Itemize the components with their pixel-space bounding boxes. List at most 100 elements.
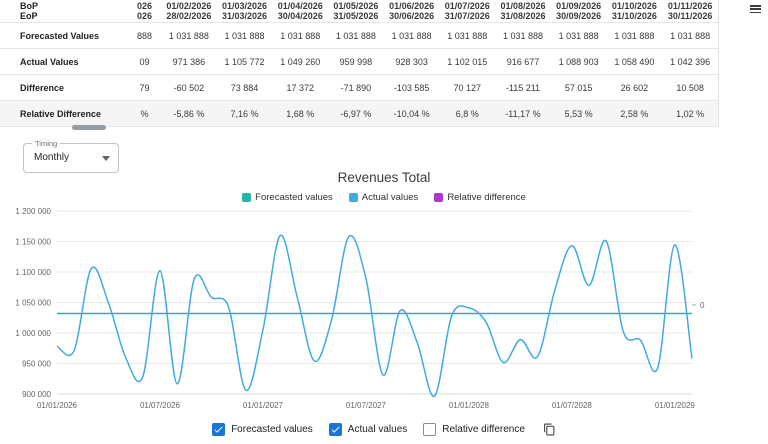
x-axis-label: 01/01/2027 xyxy=(243,401,284,410)
forecasted-value-cell: 1 031 888 xyxy=(272,22,329,49)
bop-date: 01/08/2026 xyxy=(500,1,546,11)
row-label-cell: Relative Difference xyxy=(0,100,128,127)
forecasted-value-cell: 1 031 888 xyxy=(550,22,607,49)
x-axis-label: 01/07/2026 xyxy=(140,401,181,410)
table-header-row: BoP EoP 026 026 01/02/2026 28/02/2026 01/03/20… xyxy=(0,0,718,23)
clipped-value-cell: 79 xyxy=(128,74,161,101)
timing-select[interactable]: Timing Monthly xyxy=(23,139,119,173)
actual-value-cell: 1 058 490 xyxy=(606,48,663,75)
relative-value-cell: 1,68 % xyxy=(272,100,329,127)
clipped-header-cell: 026 026 xyxy=(128,0,161,23)
eop-date: 31/03/2026 xyxy=(222,11,268,21)
difference-value-cell: 73 884 xyxy=(216,74,273,101)
legend-item-relative-difference[interactable]: Relative difference xyxy=(434,192,526,203)
forecast-table: BoP EoP 026 026 01/02/2026 28/02/2026 01/03/20… xyxy=(0,0,719,127)
toggle-label: Forecasted values xyxy=(231,424,313,435)
y-axis-label: 900 000 xyxy=(22,390,51,399)
relative-value-cell: -10,04 % xyxy=(383,100,440,127)
legend-label: Forecasted values xyxy=(255,192,333,203)
forecasted-value-cell: 1 031 888 xyxy=(662,22,718,49)
scrollbar-thumb[interactable] xyxy=(72,125,106,130)
forecast-table-grid: BoP EoP 026 026 01/02/2026 28/02/2026 01/03/20… xyxy=(0,0,718,127)
table-row-forecasted: Forecasted Values 888 1 031 888 1 031 888 1 … xyxy=(0,22,718,49)
eop-date: 30/09/2026 xyxy=(556,11,602,21)
copy-button[interactable] xyxy=(543,423,556,436)
row-label-cell: Actual Values xyxy=(0,48,128,75)
period-header-cell: 01/11/2026 30/11/2026 xyxy=(662,0,718,23)
relative-value-cell: 7,16 % xyxy=(216,100,273,127)
table-row-actual: Actual Values 09 971 386 1 105 772 1 049 260… xyxy=(0,48,718,75)
legend-swatch xyxy=(348,193,358,202)
clipped-value-cell: 888 xyxy=(128,22,161,49)
clipped-bop-date: 026 xyxy=(136,1,153,11)
period-header-cell: 01/02/2026 28/02/2026 xyxy=(161,0,217,23)
relative-value-cell: 2,58 % xyxy=(606,100,663,127)
bop-date: 01/07/2026 xyxy=(444,1,490,11)
toggle-label: Actual values xyxy=(347,424,408,435)
checkbox-unchecked-icon xyxy=(423,423,437,436)
menu-icon[interactable] xyxy=(750,5,761,15)
actual-value-cell: 1 102 015 xyxy=(439,48,496,75)
table-horizontal-scrollbar xyxy=(0,125,718,130)
difference-value-cell: -115 211 xyxy=(495,74,551,101)
forecasted-value-cell: 1 031 888 xyxy=(606,22,663,49)
chart-legend: Forecasted values Actual values Relative d… xyxy=(0,192,768,203)
toggle-actual-values[interactable]: Actual values xyxy=(328,423,408,436)
eop-date: 30/04/2026 xyxy=(277,11,323,21)
clipped-eop-date: 026 xyxy=(136,11,153,21)
bop-date: 01/03/2026 xyxy=(222,1,268,11)
toggle-forecasted-values[interactable]: Forecasted values xyxy=(212,423,313,436)
legend-swatch xyxy=(242,193,252,202)
legend-item-actual-values[interactable]: Actual values xyxy=(348,192,419,203)
bop-date: 01/06/2026 xyxy=(389,1,435,11)
actual-value-cell: 1 042 396 xyxy=(662,48,718,75)
period-header-cell: 01/03/2026 31/03/2026 xyxy=(216,0,273,23)
relative-value-cell: 6,8 % xyxy=(439,100,496,127)
difference-value-cell: -103 585 xyxy=(383,74,440,101)
actual-value-cell: 1 088 903 xyxy=(550,48,607,75)
clipped-value-cell: % xyxy=(128,100,161,127)
eop-date: 31/07/2026 xyxy=(444,11,490,21)
timing-select-value: Monthly xyxy=(34,152,70,163)
eop-date: 28/02/2026 xyxy=(166,11,212,21)
x-axis-label: 01/01/2029 xyxy=(655,401,696,410)
row-label-cell: BoP EoP xyxy=(0,0,128,23)
revenue-chart[interactable]: 1 200 000 1 150 000 1 100 000 1 050 000 1 00… xyxy=(0,206,740,418)
forecasted-value-cell: 1 031 888 xyxy=(328,22,384,49)
y-axis-label: 1 200 000 xyxy=(15,207,51,216)
legend-label: Actual values xyxy=(361,192,419,203)
difference-value-cell: 17 372 xyxy=(272,74,329,101)
bop-date: 01/04/2026 xyxy=(277,1,323,11)
period-header-cell: 01/04/2026 30/04/2026 xyxy=(272,0,329,23)
clipped-value-cell: 09 xyxy=(128,48,161,75)
forecast-table-body: BoP EoP 026 026 01/02/2026 28/02/2026 01/03/20… xyxy=(0,0,718,127)
forecasted-value-cell: 1 031 888 xyxy=(495,22,551,49)
forecasted-value-cell: 1 031 888 xyxy=(161,22,217,49)
actual-value-cell: 1 049 260 xyxy=(272,48,329,75)
actual-value-cell: 928 303 xyxy=(383,48,440,75)
bop-date: 01/09/2026 xyxy=(556,1,602,11)
eop-date: 31/10/2026 xyxy=(611,11,657,21)
y-axis-label: 1 050 000 xyxy=(15,299,51,308)
chart-title: Revenues Total xyxy=(337,170,431,185)
bop-date: 01/10/2026 xyxy=(611,1,657,11)
row-label-bop: BoP xyxy=(20,1,38,11)
toggle-relative-difference[interactable]: Relative difference xyxy=(423,423,525,436)
actual-value-cell: 959 998 xyxy=(328,48,384,75)
checkbox-checked-icon xyxy=(212,423,226,436)
row-label-eop: EoP xyxy=(20,11,38,21)
timing-select-label: Timing xyxy=(32,139,61,148)
actual-values-line[interactable] xyxy=(56,234,693,397)
relative-value-cell: -5,86 % xyxy=(161,100,217,127)
row-label-cell: Difference xyxy=(0,74,128,101)
table-row-relative: Relative Difference% -5,86 % 7,16 % 1,68 % -… xyxy=(0,100,718,127)
eop-date: 31/08/2026 xyxy=(500,11,546,21)
legend-item-forecasted-values[interactable]: Forecasted values xyxy=(242,192,333,203)
relative-value-cell: 1,02 % xyxy=(662,100,718,127)
period-header-cell: 01/08/2026 31/08/2026 xyxy=(495,0,551,23)
period-header-cell: 01/07/2026 31/07/2026 xyxy=(439,0,496,23)
y-axis-label: 1 100 000 xyxy=(15,268,51,277)
forecasted-value-cell: 1 031 888 xyxy=(216,22,273,49)
difference-value-cell: 57 015 xyxy=(550,74,607,101)
y-axis-label: 1 000 000 xyxy=(15,329,51,338)
